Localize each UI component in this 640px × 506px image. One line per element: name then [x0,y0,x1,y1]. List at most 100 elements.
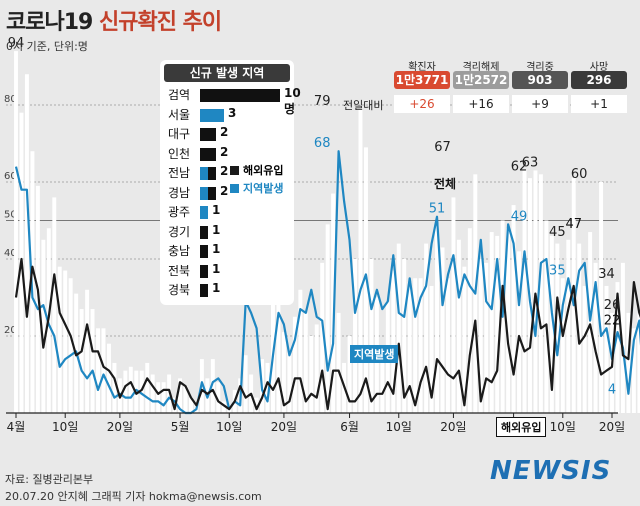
x-tick-label: 10일 [52,420,78,434]
total-bar [544,220,549,413]
region-name: 서울 [168,107,191,122]
total-bar [57,266,62,413]
total-bar [106,343,111,413]
total-bar [303,312,308,413]
data-label: 94 [8,36,25,51]
total-bar [380,351,385,413]
x-tick-label: 10일 [216,420,242,434]
region-name: 인천 [168,146,191,161]
region-bar [200,225,208,239]
y-tick-label: 60 [4,171,17,182]
data-label: 49 [511,209,528,224]
total-bar [156,382,161,413]
total-bar [325,224,330,413]
total-bar [90,309,95,413]
region-bar [200,89,280,102]
total-bar [506,228,511,413]
total-bar [210,359,215,413]
total-bar [189,397,193,413]
total-bar [358,108,363,413]
total-bar [631,328,636,413]
x-tick-label: 20일 [599,420,625,434]
stat-label: 사망 [589,62,609,73]
total-bar [369,259,374,413]
total-bar [353,259,357,413]
data-label: 4 [608,383,616,398]
total-bar [281,332,286,413]
data-label: 79 [314,94,331,109]
stat-delta: +9 [512,95,568,113]
total-bar [139,370,144,413]
local-series-tag: 지역발생 [350,345,399,363]
y-tick-label: 20 [4,325,17,336]
region-bar [200,128,216,141]
data-label: 60 [571,167,588,182]
total-bar [391,270,396,413]
region-name: 대구 [168,127,191,141]
total-bar [292,316,297,413]
total-bar [407,282,412,413]
region-bar [200,167,216,180]
x-tick-label: 20일 [440,420,466,434]
total-bar [462,266,467,413]
total-bar [637,312,640,413]
total-bar [522,170,527,413]
total-bar [265,362,270,413]
total-bar [533,170,538,413]
region-name: 광주 [168,205,191,219]
total-bar [604,285,609,413]
total-bar [24,74,29,413]
total-bar [150,374,155,413]
region-bar-local [200,186,208,200]
data-label: 45 [549,225,566,240]
total-bar [85,289,90,413]
data-label: 26 [604,298,621,313]
total-bar [276,278,281,413]
region-bar [200,206,208,219]
total-bar [588,232,593,413]
total-bar [216,382,221,413]
x-tick-label: 4월 [7,420,26,434]
data-label: 35 [549,263,566,278]
region-name: 경남 [168,185,191,200]
newsis-logo: NEWSIS [490,456,612,486]
total-bar [402,259,407,413]
total-bar [79,309,84,413]
total-bar [221,401,226,413]
total-bar [331,193,336,413]
legend-overseas: 해외유입 [230,162,283,178]
region-name: 전북 [168,263,191,278]
region-value: 3 [228,105,237,120]
region-name: 검역 [168,88,191,102]
total-bar [451,197,456,413]
total-bar [467,228,472,413]
total-bar [582,285,587,413]
region-bar [200,245,208,258]
total-bar [101,328,106,413]
data-label: 34 [598,267,615,282]
total-bar [511,205,516,413]
stat-delta: +26 [394,95,450,113]
total-bar [183,386,188,413]
total-bar [298,289,303,413]
region-value: 2 [220,125,229,139]
title-accent: 신규확진 추이 [99,10,222,35]
region-value: 1 [212,203,221,217]
x-tick-label: 10일 [550,420,576,434]
total-bar [161,382,166,413]
overseas-series-tag: 해외유입 [496,417,547,437]
total-bar [429,285,434,413]
x-tick-label: 20일 [271,420,297,434]
total-bar [445,278,450,413]
total-bar [413,278,418,413]
total-bar [68,278,73,413]
total-bar [577,243,582,413]
total-bar [440,247,445,413]
total-bar [489,232,494,413]
source-note: 자료: 질병관리본부 [5,473,94,486]
region-name: 전남 [168,166,191,180]
legend-local: 지역발생 [230,180,283,196]
total-bar [538,174,543,413]
